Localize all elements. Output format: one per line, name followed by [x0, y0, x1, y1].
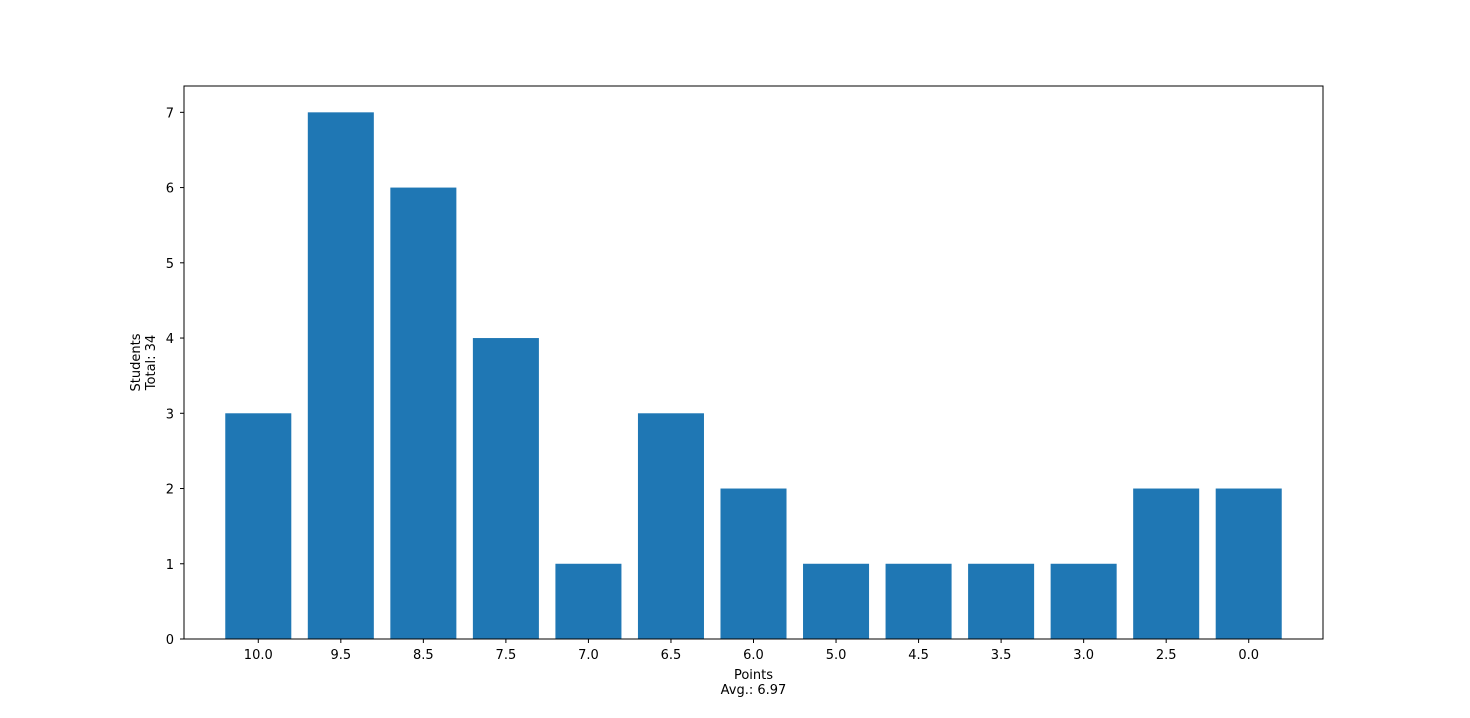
bar-9.5	[307, 112, 374, 640]
bar-0.0	[1215, 488, 1282, 639]
bars-group	[225, 112, 1282, 640]
bar-10.0	[225, 413, 292, 639]
y-tick-label: 1	[166, 558, 174, 573]
x-tick-label: 3.0	[1073, 648, 1094, 663]
x-axis-label: Points	[734, 668, 773, 683]
x-tick-label: 2.5	[1156, 648, 1177, 663]
x-tick-label: 8.5	[413, 648, 434, 663]
bar-4.5	[885, 563, 952, 639]
plot-frame	[183, 85, 1324, 640]
x-tick-label: 0.0	[1238, 648, 1259, 663]
bar-3.0	[1050, 563, 1117, 639]
x-tick-label: 7.0	[578, 648, 599, 663]
bar-5.0	[803, 563, 870, 639]
x-axis-average: Avg.: 6.97	[721, 683, 787, 698]
bar-3.5	[968, 563, 1035, 639]
x-tick-label: 6.5	[661, 648, 682, 663]
bar-6.5	[637, 413, 704, 639]
x-tick-label: 3.5	[991, 648, 1012, 663]
y-axis-label: Students	[129, 333, 144, 391]
x-tick-label: 6.0	[743, 648, 764, 663]
y-tick-label: 5	[166, 257, 174, 272]
x-tick-label: 4.5	[908, 648, 929, 663]
y-tick-label: 3	[166, 407, 174, 422]
bar-6.0	[720, 488, 787, 639]
x-tick-label: 5.0	[826, 648, 847, 663]
x-tick-label: 9.5	[330, 648, 351, 663]
y-tick-label: 2	[166, 483, 174, 498]
y-tick-label: 0	[166, 633, 174, 648]
bar-8.5	[390, 187, 457, 640]
y-tick-label: 6	[166, 182, 174, 197]
x-tick-label: 10.0	[244, 648, 273, 663]
y-tick-label: 7	[166, 106, 174, 121]
y-tick-label: 4	[166, 332, 174, 347]
bar-7.0	[555, 563, 622, 639]
x-tick-label: 7.5	[496, 648, 517, 663]
y-axis-ticks: 0 1 2 3 4 5 6 7	[166, 106, 184, 648]
bar-2.5	[1133, 488, 1200, 639]
x-axis-ticks: 10.0 9.5 8.5 7.5 7.0 6.5 6.0 5.0 4.5 3.5 3.0 2.5 0.0	[244, 639, 1259, 663]
y-axis-total: Total: 34	[144, 335, 159, 391]
bar-7.5	[472, 338, 539, 639]
